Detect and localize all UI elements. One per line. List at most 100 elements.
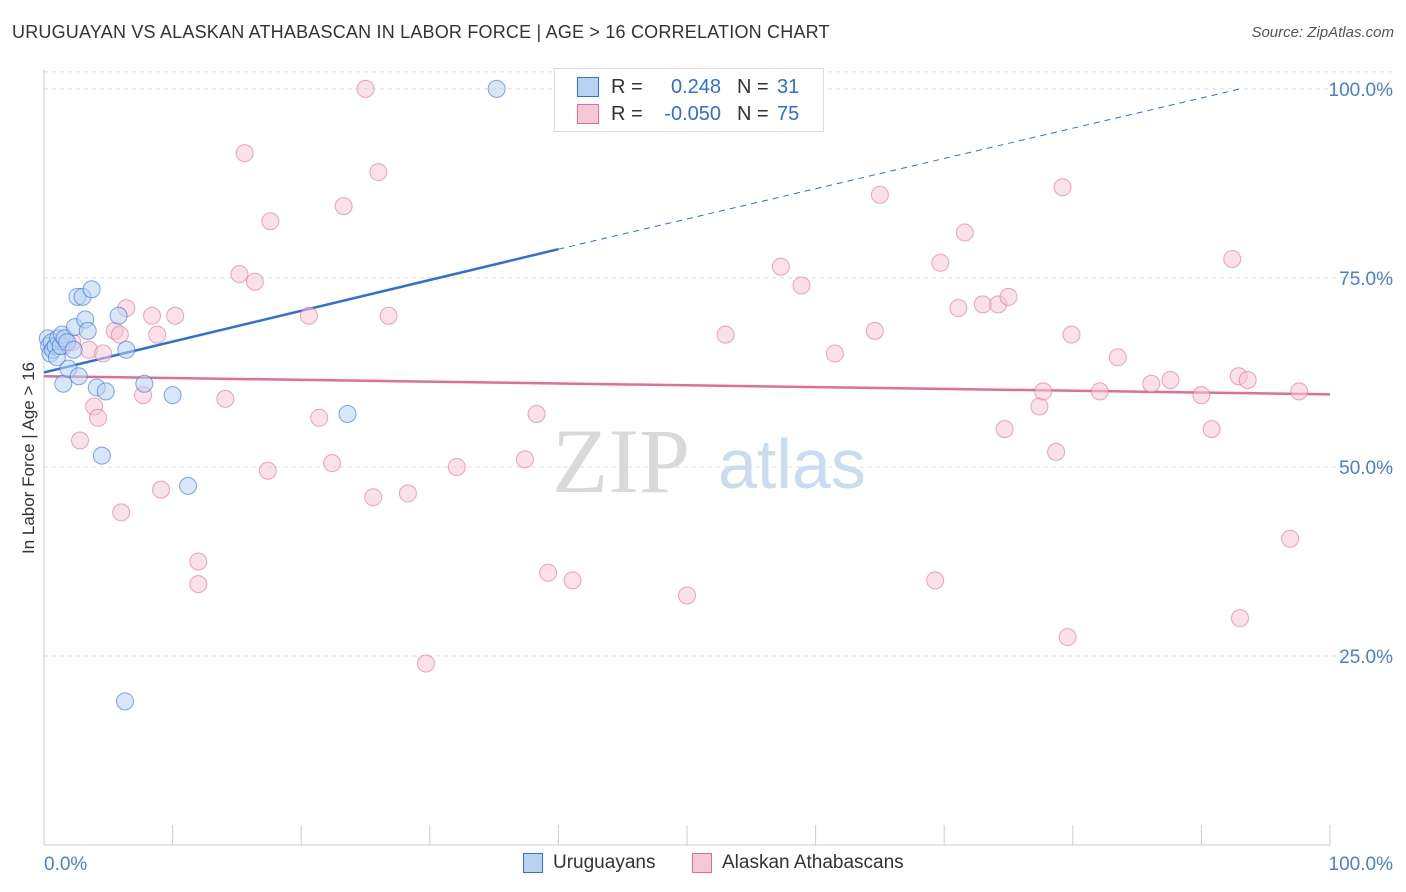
bottom-legend-label: Alaskan Athabascans [722, 852, 904, 873]
point-alaskan-athabascans [1030, 397, 1049, 416]
tick-labels: 25.0% 50.0% 75.0% 100.0% 0.0% 100.0% [44, 80, 1393, 875]
point-uruguayans [54, 374, 73, 393]
bottom-legend-alaskan-athabascans[interactable]: Alaskan Athabascans [692, 852, 904, 874]
point-uruguayans [78, 321, 97, 340]
point-alaskan-athabascans [1238, 371, 1257, 389]
watermark-atlas: atlas [718, 425, 866, 503]
point-uruguayans [92, 446, 111, 465]
legend-swatch-pink [577, 104, 599, 124]
point-alaskan-athabascans [1142, 374, 1161, 393]
point-alaskan-athabascans [356, 79, 375, 98]
legend-n-value: 75 [777, 102, 800, 125]
point-alaskan-athabascans [110, 325, 129, 344]
point-uruguayans [116, 692, 135, 711]
point-alaskan-athabascans [999, 287, 1018, 306]
y-axis-label: In Labor Force | Age > 16 [19, 362, 38, 554]
watermark-zip: ZIP [552, 410, 690, 512]
point-alaskan-athabascans [1281, 529, 1300, 548]
point-alaskan-athabascans [148, 325, 167, 344]
point-alaskan-athabascans [398, 484, 417, 503]
bottom-legend-uruguayans[interactable]: Uruguayans [523, 852, 655, 874]
point-alaskan-athabascans [89, 408, 108, 427]
point-alaskan-athabascans [230, 265, 249, 284]
legend-swatch-blue [577, 77, 599, 97]
point-alaskan-athabascans [539, 563, 558, 582]
point-alaskan-athabascans [334, 197, 353, 216]
trend-lines [43, 88, 1331, 396]
point-uruguayans [69, 367, 88, 386]
data-points [38, 79, 1309, 711]
legend-r-label: R = [611, 102, 643, 125]
point-alaskan-athabascans [261, 212, 280, 231]
point-alaskan-athabascans [949, 299, 968, 318]
point-uruguayans [135, 374, 154, 393]
y-tick-label: 75.0% [1339, 269, 1393, 290]
point-alaskan-athabascans [973, 295, 992, 314]
x-tick-label: 100.0% [1329, 854, 1394, 875]
point-alaskan-athabascans [258, 461, 277, 480]
point-alaskan-athabascans [364, 488, 383, 507]
point-alaskan-athabascans [955, 223, 974, 242]
legend-r-value: 0.248 [670, 75, 721, 98]
trend-line-uruguayans-extension [558, 88, 1241, 250]
point-uruguayans [487, 79, 506, 98]
point-alaskan-athabascans [1058, 628, 1077, 647]
point-alaskan-athabascans [369, 163, 388, 182]
point-alaskan-athabascans [152, 480, 171, 499]
point-uruguayans [338, 405, 357, 424]
point-alaskan-athabascans [1230, 609, 1249, 628]
point-alaskan-athabascans [1108, 348, 1127, 367]
point-alaskan-athabascans [825, 344, 844, 363]
bottom-legend-label: Uruguayans [553, 852, 656, 873]
point-alaskan-athabascans [71, 431, 90, 450]
point-alaskan-athabascans [515, 450, 534, 469]
legend-n-value: 31 [777, 75, 800, 98]
bottom-legend-swatch-blue [523, 853, 543, 873]
point-alaskan-athabascans [447, 457, 466, 476]
point-alaskan-athabascans [1161, 371, 1180, 389]
point-alaskan-athabascans [1047, 442, 1066, 461]
legend-n-label: N = [737, 102, 769, 125]
point-alaskan-athabascans [1223, 250, 1242, 269]
x-tick-label: 0.0% [44, 854, 87, 875]
axes [43, 70, 1331, 846]
point-alaskan-athabascans [1290, 382, 1309, 401]
point-alaskan-athabascans [416, 654, 435, 673]
point-uruguayans [96, 382, 115, 401]
point-alaskan-athabascans [563, 571, 582, 590]
legend-r-label: R = [611, 75, 643, 98]
point-alaskan-athabascans [527, 405, 546, 424]
point-alaskan-athabascans [1034, 382, 1053, 401]
point-uruguayans [163, 386, 182, 405]
point-uruguayans [82, 280, 101, 299]
source-label: Source: ZipAtlas.com [1251, 24, 1394, 41]
point-alaskan-athabascans [166, 306, 185, 325]
trend-line-alaskan-athabascans [43, 374, 1331, 396]
point-uruguayans [117, 340, 136, 359]
point-alaskan-athabascans [716, 325, 735, 344]
y-tick-label: 50.0% [1339, 458, 1393, 479]
point-uruguayans [109, 306, 128, 325]
chart-title: URUGUAYAN VS ALASKAN ATHABASCAN IN LABOR… [12, 22, 830, 42]
point-alaskan-athabascans [94, 344, 113, 363]
point-alaskan-athabascans [771, 257, 790, 276]
point-alaskan-athabascans [1053, 178, 1072, 197]
point-alaskan-athabascans [1090, 382, 1109, 401]
point-alaskan-athabascans [678, 586, 696, 605]
legend-row-uruguayans: R = 0.248 N = 31 [577, 75, 799, 99]
point-alaskan-athabascans [112, 503, 131, 522]
point-alaskan-athabascans [189, 552, 208, 571]
point-alaskan-athabascans [1202, 420, 1221, 439]
point-alaskan-athabascans [216, 389, 235, 408]
legend-row-alaskan-athabascans: R = -0.050 N = 75 [577, 102, 799, 126]
legend-r-value: -0.050 [664, 102, 721, 125]
point-alaskan-athabascans [143, 306, 162, 325]
point-uruguayans [179, 476, 198, 495]
point-alaskan-athabascans [299, 306, 318, 325]
correlation-legend: R = 0.248 N = 31 R = -0.050 N = 75 [554, 68, 824, 132]
point-alaskan-athabascans [870, 185, 889, 204]
point-alaskan-athabascans [235, 144, 254, 163]
bottom-legend-swatch-pink [692, 853, 712, 873]
point-alaskan-athabascans [926, 571, 945, 590]
point-alaskan-athabascans [995, 420, 1014, 439]
